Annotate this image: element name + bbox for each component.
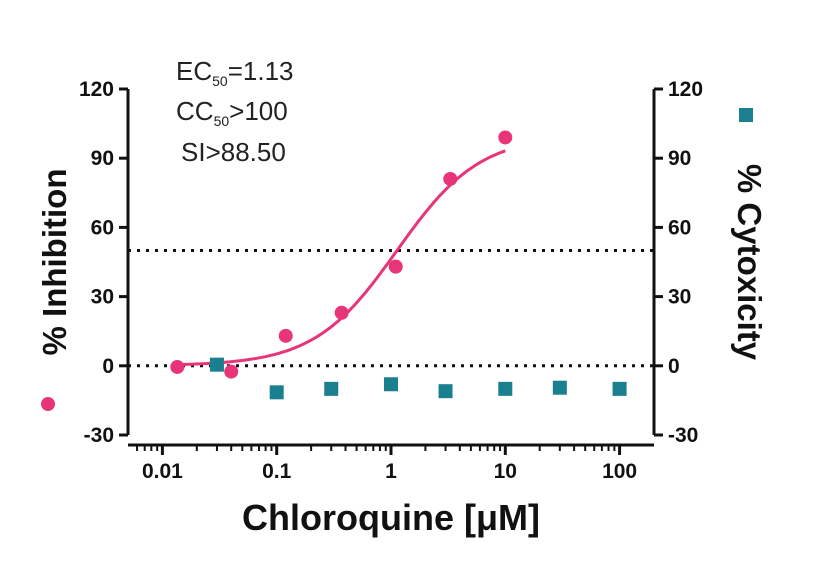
cytoxicity-point: [612, 381, 627, 396]
inhibition-point: [498, 130, 513, 145]
inhibition-point: [278, 328, 293, 343]
right-y-tick-label: 90: [668, 147, 691, 170]
reference-lines: [128, 248, 654, 368]
x-tick-label: 100: [602, 460, 637, 483]
legend-cytoxicity-marker: [739, 108, 753, 122]
x-tick-label: 0.1: [262, 460, 292, 483]
cytoxicity-point: [384, 377, 398, 392]
left-y-tick-label: 90: [91, 147, 114, 170]
inhibition-fit-curve: [177, 149, 506, 367]
cc50-annotation: CC50>100: [176, 96, 288, 129]
ec50-annotation: EC50=1.13: [176, 56, 294, 89]
left-y-tick-label: 60: [91, 216, 114, 239]
data-points: [170, 130, 627, 400]
cc50-value: >100: [229, 96, 288, 126]
inhibition-point: [334, 305, 349, 320]
cytoxicity-point: [438, 384, 453, 399]
fit-curve-group: [177, 149, 506, 367]
cytoxicity-point: [269, 385, 284, 400]
left-y-axis-title: % Inhibition: [36, 169, 73, 356]
cytoxicity-point: [324, 381, 339, 396]
right-y-axis-title: % Cytoxicity: [731, 164, 768, 361]
left-y-tick-label: -30: [84, 424, 114, 447]
right-y-tick-label: 60: [668, 216, 691, 239]
ec50-prefix: EC: [176, 56, 212, 86]
ec50-subscript: 50: [212, 73, 228, 89]
inhibition-point: [443, 171, 458, 186]
cytoxicity-point: [552, 380, 567, 395]
legend-inhibition-marker: [41, 397, 55, 411]
x-axis-title: Chloroquine [μM]: [242, 497, 540, 538]
right-y-tick-label: 0: [668, 355, 680, 378]
inhibition-point: [170, 359, 185, 374]
right-y-tick-label: 30: [668, 286, 691, 309]
left-y-tick-label: 120: [79, 78, 114, 101]
ec50-value: =1.13: [228, 56, 294, 86]
cytoxicity-point: [498, 381, 513, 396]
right-y-tick-label: 120: [668, 78, 703, 101]
cc50-subscript: 50: [214, 113, 230, 129]
right-y-tick-label: -30: [668, 424, 698, 447]
si-annotation: SI>88.50: [181, 137, 286, 167]
x-tick-label: 1: [385, 460, 397, 483]
x-tick-label: 10: [494, 460, 517, 483]
inhibition-point: [388, 259, 403, 274]
left-y-ticks: 120 90 60 30 0 -30: [79, 78, 128, 447]
x-tick-label: 0.01: [142, 460, 183, 483]
left-y-tick-label: 30: [91, 286, 114, 309]
x-ticks: 0.01 0.1 1 10 100: [136, 445, 637, 483]
cytoxicity-point: [209, 357, 224, 372]
left-y-tick-label: 0: [102, 355, 114, 378]
cc50-prefix: CC: [176, 96, 214, 126]
inhibition-point: [224, 364, 239, 379]
right-y-ticks: 120 90 60 30 0 -30: [654, 78, 703, 447]
